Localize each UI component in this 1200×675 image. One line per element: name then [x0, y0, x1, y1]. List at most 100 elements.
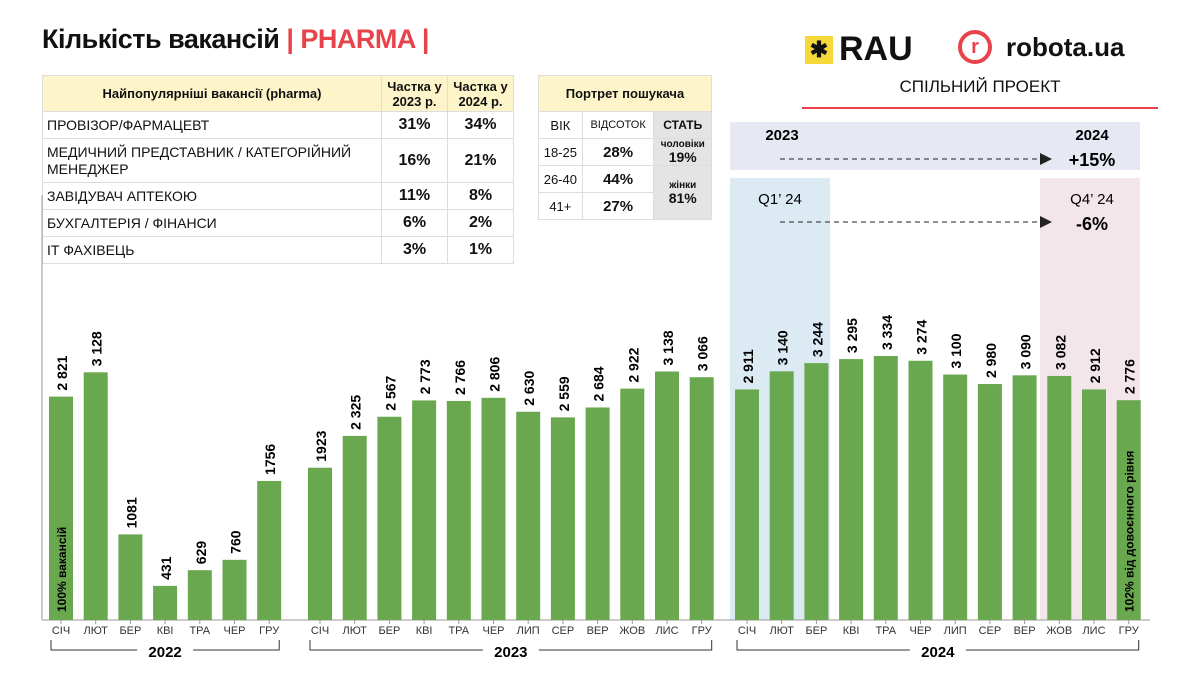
bar — [550, 417, 575, 620]
bar-value-label: 760 — [228, 530, 244, 554]
col-header: Найпопулярніші вакансії (pharma) — [42, 75, 382, 112]
cell: 2% — [447, 209, 514, 237]
month-tick-label: БЕР — [805, 625, 827, 637]
bar-value-label: 629 — [193, 541, 209, 565]
arrow-icon — [1040, 216, 1052, 228]
bar — [342, 435, 367, 620]
bar-value-label: 3 138 — [660, 330, 676, 365]
bar-value-label: 2 776 — [1122, 359, 1138, 394]
cell: 6% — [381, 209, 448, 237]
men-cell: чоловіки 19% — [653, 138, 712, 166]
month-tick-label: СІЧ — [738, 625, 756, 637]
bar — [655, 371, 679, 620]
month-tick-label: ЧЕР — [909, 625, 931, 637]
cell: 31% — [381, 111, 448, 139]
bar — [308, 467, 332, 620]
bar — [1116, 400, 1141, 620]
month-tick-label: КВІ — [843, 625, 860, 637]
bar — [377, 416, 402, 620]
month-tick-label: ЧЕР — [223, 625, 245, 637]
year-label: 2022 — [148, 644, 181, 661]
bar-value-label: 2 773 — [417, 359, 433, 394]
bar-value-label: 1081 — [123, 497, 139, 528]
cell: 34% — [447, 111, 514, 139]
women-cell: жінки 81% — [653, 165, 712, 220]
divider — [802, 107, 1158, 109]
bar-value-label: 3 274 — [914, 320, 930, 355]
bar — [908, 360, 933, 620]
last-bar-annotation: 102% від довоєнного рівня — [1123, 451, 1137, 612]
bar-value-label: 2 911 — [740, 349, 756, 383]
title-accent: | PHARMA | — [286, 24, 429, 54]
year-from: 2023 — [765, 127, 798, 144]
month-tick-label: ЛИС — [1082, 625, 1105, 637]
women-value: 81% — [668, 189, 697, 206]
bar — [689, 377, 714, 620]
bar-value-label: 1756 — [262, 444, 278, 475]
bar-value-label: 2 766 — [452, 360, 468, 395]
year-change: +15% — [1069, 150, 1116, 170]
month-tick-label: ЛЮТ — [342, 625, 367, 637]
bar — [49, 396, 73, 620]
bar-value-label: 2 821 — [54, 355, 70, 390]
bar — [735, 389, 759, 620]
top-vacancies-table: Найпопулярніші вакансії (pharma) Частка у… — [42, 75, 514, 264]
table-row: ІТ ФАХІВЕЦЬ 3% 1% — [42, 236, 514, 264]
bar — [412, 400, 437, 620]
month-tick-label: ЛЮТ — [83, 625, 108, 637]
bar — [118, 534, 143, 620]
bar-value-label: 2 567 — [382, 375, 398, 410]
bar — [222, 559, 247, 620]
bar — [585, 407, 610, 620]
cell: 44% — [581, 165, 655, 193]
robota-text: robota.ua — [1006, 31, 1125, 62]
month-tick-label: ТРА — [875, 625, 896, 637]
first-bar-annotation: 100% вакансій — [55, 527, 69, 612]
arrow-icon — [1040, 153, 1052, 165]
month-tick-label: ВЕР — [587, 625, 609, 637]
month-tick-label: КВІ — [157, 625, 174, 637]
cell: 21% — [447, 138, 514, 183]
bar-value-label: 431 — [158, 556, 174, 580]
month-tick-label: КВІ — [416, 625, 433, 637]
robota-r-icon: r — [958, 30, 992, 64]
bar-value-label: 2 559 — [556, 376, 572, 411]
q-to: Q4’ 24 — [1070, 191, 1114, 208]
cell: 26-40 — [538, 165, 583, 193]
cell: 18-25 — [538, 138, 583, 166]
bar-value-label: 2 684 — [591, 366, 607, 401]
col-header: СТАТЬ — [653, 111, 712, 139]
bar — [873, 356, 898, 620]
joint-project-label: СПІЛЬНИЙ ПРОЕКТ — [899, 77, 1061, 96]
table-row: МЕДИЧНИЙ ПРЕДСТАВНИК / КАТЕГОРІЙНИЙ МЕНЕ… — [42, 138, 514, 183]
page-title: Кількість вакансій | PHARMA | — [42, 24, 429, 55]
bar-value-label: 3 100 — [948, 333, 964, 368]
month-tick-label: СІЧ — [311, 625, 329, 637]
month-tick-label: ЖОВ — [619, 625, 645, 637]
cell: 1% — [447, 236, 514, 264]
bar-value-label: 3 090 — [1018, 334, 1034, 369]
bar — [804, 363, 829, 620]
star-icon: ✱ — [805, 35, 833, 64]
month-tick-label: ЛЮТ — [769, 625, 794, 637]
year-label-bg — [137, 642, 194, 658]
bar-value-label: 2 980 — [983, 343, 999, 378]
cell: ІТ ФАХІВЕЦЬ — [42, 236, 382, 264]
women-label: жінки — [669, 179, 697, 191]
bar-value-label: 2 806 — [487, 357, 503, 392]
bar-value-label: 3 334 — [879, 315, 895, 350]
bar — [943, 374, 968, 620]
year-label-bg — [909, 642, 966, 658]
month-tick-label: ЛИС — [655, 625, 678, 637]
bar — [516, 411, 541, 620]
bar — [481, 397, 506, 620]
bar-value-label: 3 082 — [1052, 335, 1068, 370]
cell: 41+ — [538, 192, 583, 220]
year-compare-box — [730, 122, 1140, 170]
bar — [257, 480, 282, 620]
bar — [1012, 375, 1037, 620]
month-tick-label: СЕР — [552, 625, 575, 637]
col-header: Частка у 2023 р. — [381, 75, 448, 112]
men-value: 19% — [668, 149, 697, 165]
